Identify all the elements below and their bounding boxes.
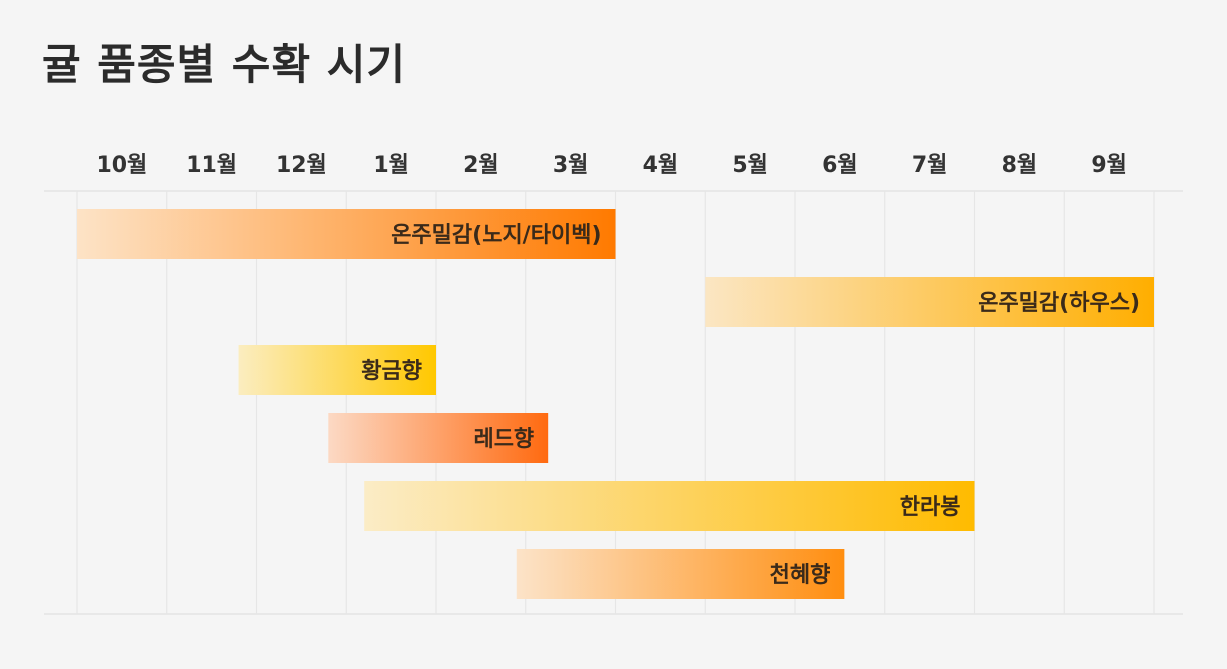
month-label: 4월 [643, 153, 679, 178]
month-label: 9월 [1091, 153, 1127, 178]
harvest-bar-label: 한라봉 [900, 495, 961, 520]
month-label: 6월 [822, 153, 858, 178]
harvest-bar-label: 천혜향 [770, 563, 831, 588]
month-label: 8월 [1002, 153, 1038, 178]
month-label: 11월 [186, 153, 237, 178]
harvest-bar-label: 레드향 [473, 427, 534, 452]
month-label: 1월 [373, 153, 409, 178]
harvest-bar [516, 549, 845, 599]
month-label: 3월 [553, 153, 589, 178]
harvest-bar-label: 황금향 [361, 359, 422, 384]
month-label: 7월 [912, 153, 948, 178]
chart-title: 귤 품종별 수확 시기 [42, 40, 406, 89]
harvest-bar-label: 온주밀감(하우스) [978, 291, 1140, 316]
harvest-bar-label: 온주밀감(노지/타이벡) [391, 223, 601, 248]
month-label: 2월 [463, 153, 499, 178]
harvest-bar [238, 345, 436, 395]
harvest-bar [364, 481, 975, 531]
month-label: 10월 [96, 153, 147, 178]
harvest-bar [328, 413, 549, 463]
month-label: 5월 [732, 153, 768, 178]
harvest-bar [705, 277, 1154, 327]
month-axis: 10월 11월 12월 1월 2월 3월 4월 5월 6월 7월 8월 9월 [96, 153, 1126, 178]
grid [44, 190, 1183, 615]
month-label: 12월 [276, 153, 327, 178]
harvest-bar [77, 209, 616, 259]
